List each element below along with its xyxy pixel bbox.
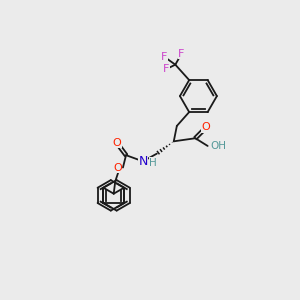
Text: N: N <box>138 155 148 168</box>
Text: OH: OH <box>211 141 227 151</box>
Text: O: O <box>113 163 122 172</box>
Text: O: O <box>112 138 121 148</box>
Text: F: F <box>163 64 169 74</box>
Text: F: F <box>178 49 185 59</box>
Text: F: F <box>161 52 168 62</box>
Text: H: H <box>149 158 157 168</box>
Text: O: O <box>202 122 211 133</box>
